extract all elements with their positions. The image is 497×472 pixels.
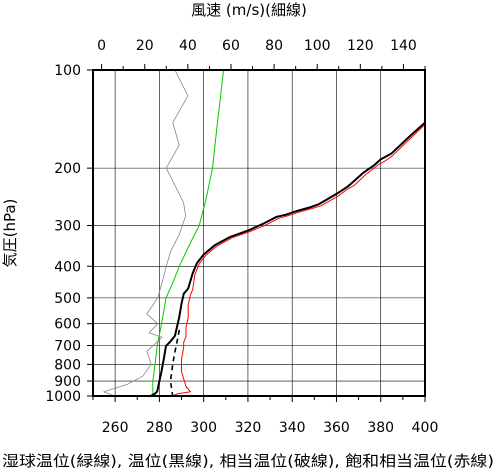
series-line-3 xyxy=(169,329,181,397)
y-tick-label: 200 xyxy=(54,161,81,177)
bottom-tick-label: 340 xyxy=(279,420,306,436)
y-tick-label: 100 xyxy=(54,63,81,79)
bottom-tick-label: 380 xyxy=(367,420,394,436)
bottom-tick-label: 280 xyxy=(146,420,173,436)
chart-caption: 湿球温位(緑線), 温位(黒線), 相当温位(破線), 飽和相当温位(赤線) xyxy=(2,452,494,470)
top-tick-label: 40 xyxy=(179,38,197,54)
y-axis-title: 気圧(hPa) xyxy=(1,199,19,268)
bottom-tick-label: 320 xyxy=(235,420,262,436)
bottom-tick-label: 400 xyxy=(412,420,439,436)
plot-frame xyxy=(92,69,426,397)
top-tick-label: 60 xyxy=(222,38,240,54)
y-tick-label: 600 xyxy=(54,317,81,333)
y-tick-label: 900 xyxy=(54,374,81,390)
y-tick-label: 400 xyxy=(54,259,81,275)
top-tick-label: 20 xyxy=(136,38,154,54)
top-tick-label: 80 xyxy=(265,38,283,54)
series-layer xyxy=(103,69,426,397)
bottom-tick-label: 260 xyxy=(102,420,129,436)
y-tick-label: 500 xyxy=(54,291,81,307)
series-line-4 xyxy=(172,124,426,397)
top-axis-title: 風速 (m/s)(細線) xyxy=(191,1,307,19)
top-tick-label: 140 xyxy=(390,38,417,54)
top-tick-label: 120 xyxy=(347,38,374,54)
top-tick-label: 0 xyxy=(97,38,106,54)
y-tick-label: 800 xyxy=(54,357,81,373)
series-line-1 xyxy=(152,69,225,396)
y-tick-label: 1000 xyxy=(45,389,81,405)
y-tick-label: 700 xyxy=(54,339,81,355)
ticks xyxy=(87,64,426,402)
tick-labels: 260 280 300 320 340 360 380 4001002003004005006… xyxy=(45,38,438,436)
bottom-tick-label: 300 xyxy=(190,420,217,436)
series-line-5 xyxy=(103,69,189,397)
bottom-tick-label: 360 xyxy=(323,420,350,436)
top-tick-label: 100 xyxy=(304,38,331,54)
y-tick-label: 300 xyxy=(54,219,81,235)
grid xyxy=(93,69,426,397)
series-line-2 xyxy=(150,121,426,397)
